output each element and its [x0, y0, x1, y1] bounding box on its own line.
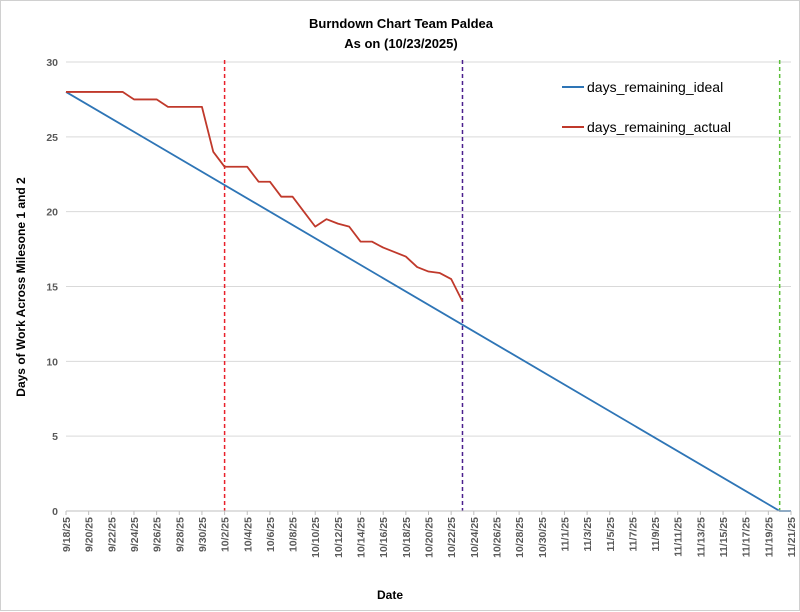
x-tick-label: 10/14/25 — [356, 517, 368, 558]
x-tick-label: 10/28/25 — [514, 517, 526, 558]
x-tick-label: 10/8/25 — [288, 517, 300, 552]
y-tick-label: 20 — [46, 207, 58, 219]
x-tick-label: 10/10/25 — [310, 517, 322, 558]
x-tick-label: 10/12/25 — [333, 517, 345, 558]
x-tick-label: 11/11/25 — [673, 517, 685, 557]
x-tick-label: 11/19/25 — [763, 517, 775, 557]
x-tick-label: 11/1/25 — [559, 517, 571, 552]
series-line-days-remaining-actual — [66, 91, 464, 302]
y-tick-label: 30 — [46, 57, 58, 69]
x-tick-label: 10/2/25 — [220, 517, 232, 552]
x-tick-label: 10/24/25 — [469, 517, 481, 558]
x-tick-label: 9/24/25 — [129, 517, 141, 552]
x-tick-label: 10/30/25 — [537, 517, 549, 558]
series-line-days-remaining-ideal — [65, 91, 791, 512]
y-tick-label: 15 — [46, 282, 58, 294]
x-tick-label: 9/18/25 — [61, 517, 73, 552]
x-tick-label: 11/13/25 — [695, 517, 707, 557]
x-tick-label: 11/21/25 — [786, 517, 798, 557]
x-tick-label: 9/26/25 — [152, 517, 164, 552]
y-tick-label: 5 — [52, 431, 58, 443]
x-tick-label: 10/20/25 — [424, 517, 436, 558]
x-tick-label: 11/15/25 — [718, 517, 730, 557]
y-tick-label: 10 — [46, 356, 58, 368]
x-tick-label: 10/16/25 — [378, 517, 390, 558]
x-tick-label: 11/7/25 — [627, 517, 639, 552]
x-tick-label: 11/3/25 — [582, 517, 594, 552]
y-tick-labels: 0 5 10 15 20 25 30 — [46, 57, 58, 518]
x-tick-label: 11/9/25 — [650, 517, 662, 552]
x-tick-label: 10/4/25 — [242, 517, 254, 552]
x-tick-label: 9/20/25 — [84, 517, 96, 552]
x-tick-label: 11/5/25 — [605, 517, 617, 552]
x-axis-title: Date — [377, 588, 403, 602]
x-tick-labels: 9/18/25 9/20/25 9/22/25 9/24/25 9/26/25 9/28/… — [61, 511, 798, 558]
x-tick-label: 11/17/25 — [741, 517, 753, 557]
x-tick-label: 10/22/25 — [446, 517, 458, 558]
series-lines — [65, 91, 791, 512]
y-tick-label: 25 — [46, 132, 58, 144]
x-tick-label: 10/18/25 — [401, 517, 413, 558]
x-tick-label: 10/6/25 — [265, 517, 277, 552]
chart-subtitle: As on (10/23/2025) — [344, 36, 457, 51]
legend-label-days-remaining-actual: days_remaining_actual — [587, 119, 731, 135]
x-tick-label: 9/30/25 — [197, 517, 209, 552]
chart-title: Burndown Chart Team Paldea — [309, 16, 494, 31]
x-tick-label: 9/28/25 — [174, 517, 186, 552]
x-tick-label: 9/22/25 — [106, 517, 118, 552]
legend: days_remaining_ideal days_remaining_actua… — [562, 79, 731, 135]
gridlines — [66, 61, 791, 437]
legend-label-days-remaining-ideal: days_remaining_ideal — [587, 79, 723, 95]
y-tick-label: 0 — [52, 506, 58, 518]
reference-lines — [223, 60, 781, 511]
x-tick-label: 10/26/25 — [491, 517, 503, 558]
y-axis-title: Days of Work Across Milesone 1 and 2 — [14, 177, 28, 397]
